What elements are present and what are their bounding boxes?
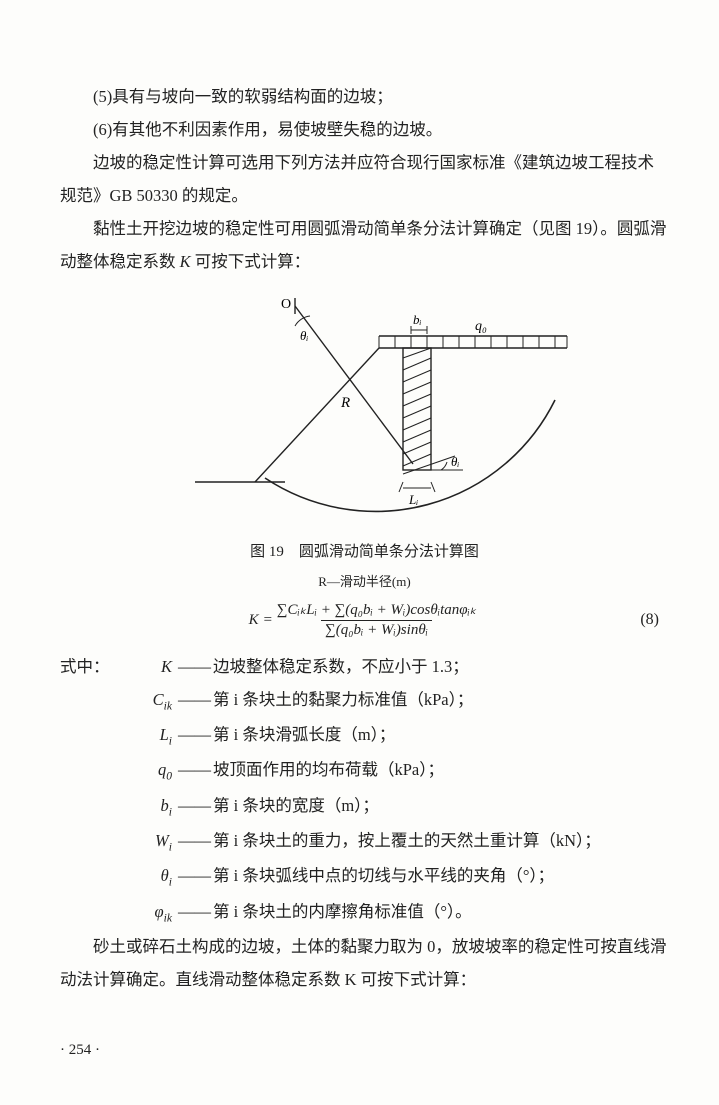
- sym-q0: q0: [130, 753, 176, 788]
- figure-caption: 图 19 圆弧滑动简单条分法计算图: [60, 537, 669, 567]
- p2b: 可按下式计算：: [191, 252, 311, 271]
- where-row: Cik —— 第 i 条块土的黏聚力标准值（kPa）；: [60, 683, 669, 718]
- label-theta-bot: θᵢ: [451, 454, 459, 469]
- where-dash: ——: [176, 650, 213, 683]
- where-row: Wi —— 第 i 条块土的重力，按上覆土的天然土重计算（kN）；: [60, 824, 669, 859]
- label-bi: bᵢ: [413, 312, 422, 327]
- paragraph-standard: 边坡的稳定性计算可选用下列方法并应符合现行国家标准《建筑边坡工程技术规范》GB …: [60, 146, 669, 212]
- eq-denominator: ∑(q₀bᵢ + Wᵢ)sinθᵢ: [321, 620, 432, 640]
- k-symbol: K: [180, 252, 191, 271]
- eq-numerator: ∑CᵢₖLᵢ + ∑(q₀bᵢ + Wᵢ)cosθᵢtanφᵢₖ: [273, 601, 481, 620]
- eq-K: K: [249, 605, 263, 635]
- page-number: · 254 ·: [60, 1035, 100, 1065]
- equation-number: (8): [640, 604, 659, 636]
- def-K: 边坡整体稳定系数，不应小于 1.3；: [213, 650, 669, 683]
- def-Li: 第 i 条块滑弧长度（m）；: [213, 718, 669, 753]
- label-theta-top: θᵢ: [300, 328, 308, 343]
- def-bi: 第 i 条块的宽度（m）；: [213, 789, 669, 824]
- figure-19: O R θᵢ: [60, 292, 669, 595]
- sym-Li: Li: [130, 718, 176, 753]
- where-row: q0 —— 坡顶面作用的均布荷载（kPa）；: [60, 753, 669, 788]
- label-O: O: [281, 297, 291, 312]
- sym-phi-ik: φik: [130, 895, 176, 930]
- where-row: 式中： K —— 边坡整体稳定系数，不应小于 1.3；: [60, 650, 669, 683]
- sym-K: K: [130, 650, 176, 683]
- where-list: 式中： K —— 边坡整体稳定系数，不应小于 1.3； Cik —— 第 i 条…: [60, 650, 669, 931]
- sym-Wi: Wi: [130, 824, 176, 859]
- where-row: θi —— 第 i 条块弧线中点的切线与水平线的夹角（°）；: [60, 859, 669, 894]
- sym-Cik: Cik: [130, 683, 176, 718]
- paragraph-sand: 砂土或碎石土构成的边坡，土体的黏聚力取为 0，放坡坡率的稳定性可按直线滑动法计算…: [60, 930, 669, 996]
- def-Wi: 第 i 条块土的重力，按上覆土的天然土重计算（kN）；: [213, 824, 669, 859]
- p2a: 黏性土开挖边坡的稳定性可用圆弧滑动简单条分法计算确定（见图 19）。圆弧滑动整体…: [60, 219, 666, 271]
- sym-theta-i: θi: [130, 859, 176, 894]
- list-item-5: (5)具有与坡向一致的软弱结构面的边坡；: [60, 80, 669, 113]
- def-phi-ik: 第 i 条块土的内摩擦角标准值（°）。: [213, 895, 669, 930]
- def-theta-i: 第 i 条块弧线中点的切线与水平线的夹角（°）；: [213, 859, 669, 894]
- label-Li: Lᵢ: [408, 492, 418, 507]
- label-q0: q₀: [475, 319, 487, 334]
- paragraph-method: 黏性土开挖边坡的稳定性可用圆弧滑动简单条分法计算确定（见图 19）。圆弧滑动整体…: [60, 212, 669, 278]
- list-item-6: (6)有其他不利因素作用，易使坡壁失稳的边坡。: [60, 113, 669, 146]
- where-row: Li —— 第 i 条块滑弧长度（m）；: [60, 718, 669, 753]
- equation-8: K = ∑CᵢₖLᵢ + ∑(q₀bᵢ + Wᵢ)cosθᵢtanφᵢₖ ∑(q…: [60, 601, 669, 640]
- sym-bi: bi: [130, 789, 176, 824]
- slip-circle-diagram: O R θᵢ: [155, 292, 575, 522]
- where-row: bi —— 第 i 条块的宽度（m）；: [60, 789, 669, 824]
- where-row: φik —— 第 i 条块土的内摩擦角标准值（°）。: [60, 895, 669, 930]
- where-lead: 式中：: [60, 650, 130, 683]
- eq-equals: =: [263, 605, 273, 635]
- def-q0: 坡顶面作用的均布荷载（kPa）；: [213, 753, 669, 788]
- def-Cik: 第 i 条块土的黏聚力标准值（kPa）；: [213, 683, 669, 718]
- label-R: R: [340, 395, 350, 411]
- page: (5)具有与坡向一致的软弱结构面的边坡； (6)有其他不利因素作用，易使坡壁失稳…: [0, 0, 719, 1105]
- figure-subcaption: R—滑动半径(m): [60, 569, 669, 595]
